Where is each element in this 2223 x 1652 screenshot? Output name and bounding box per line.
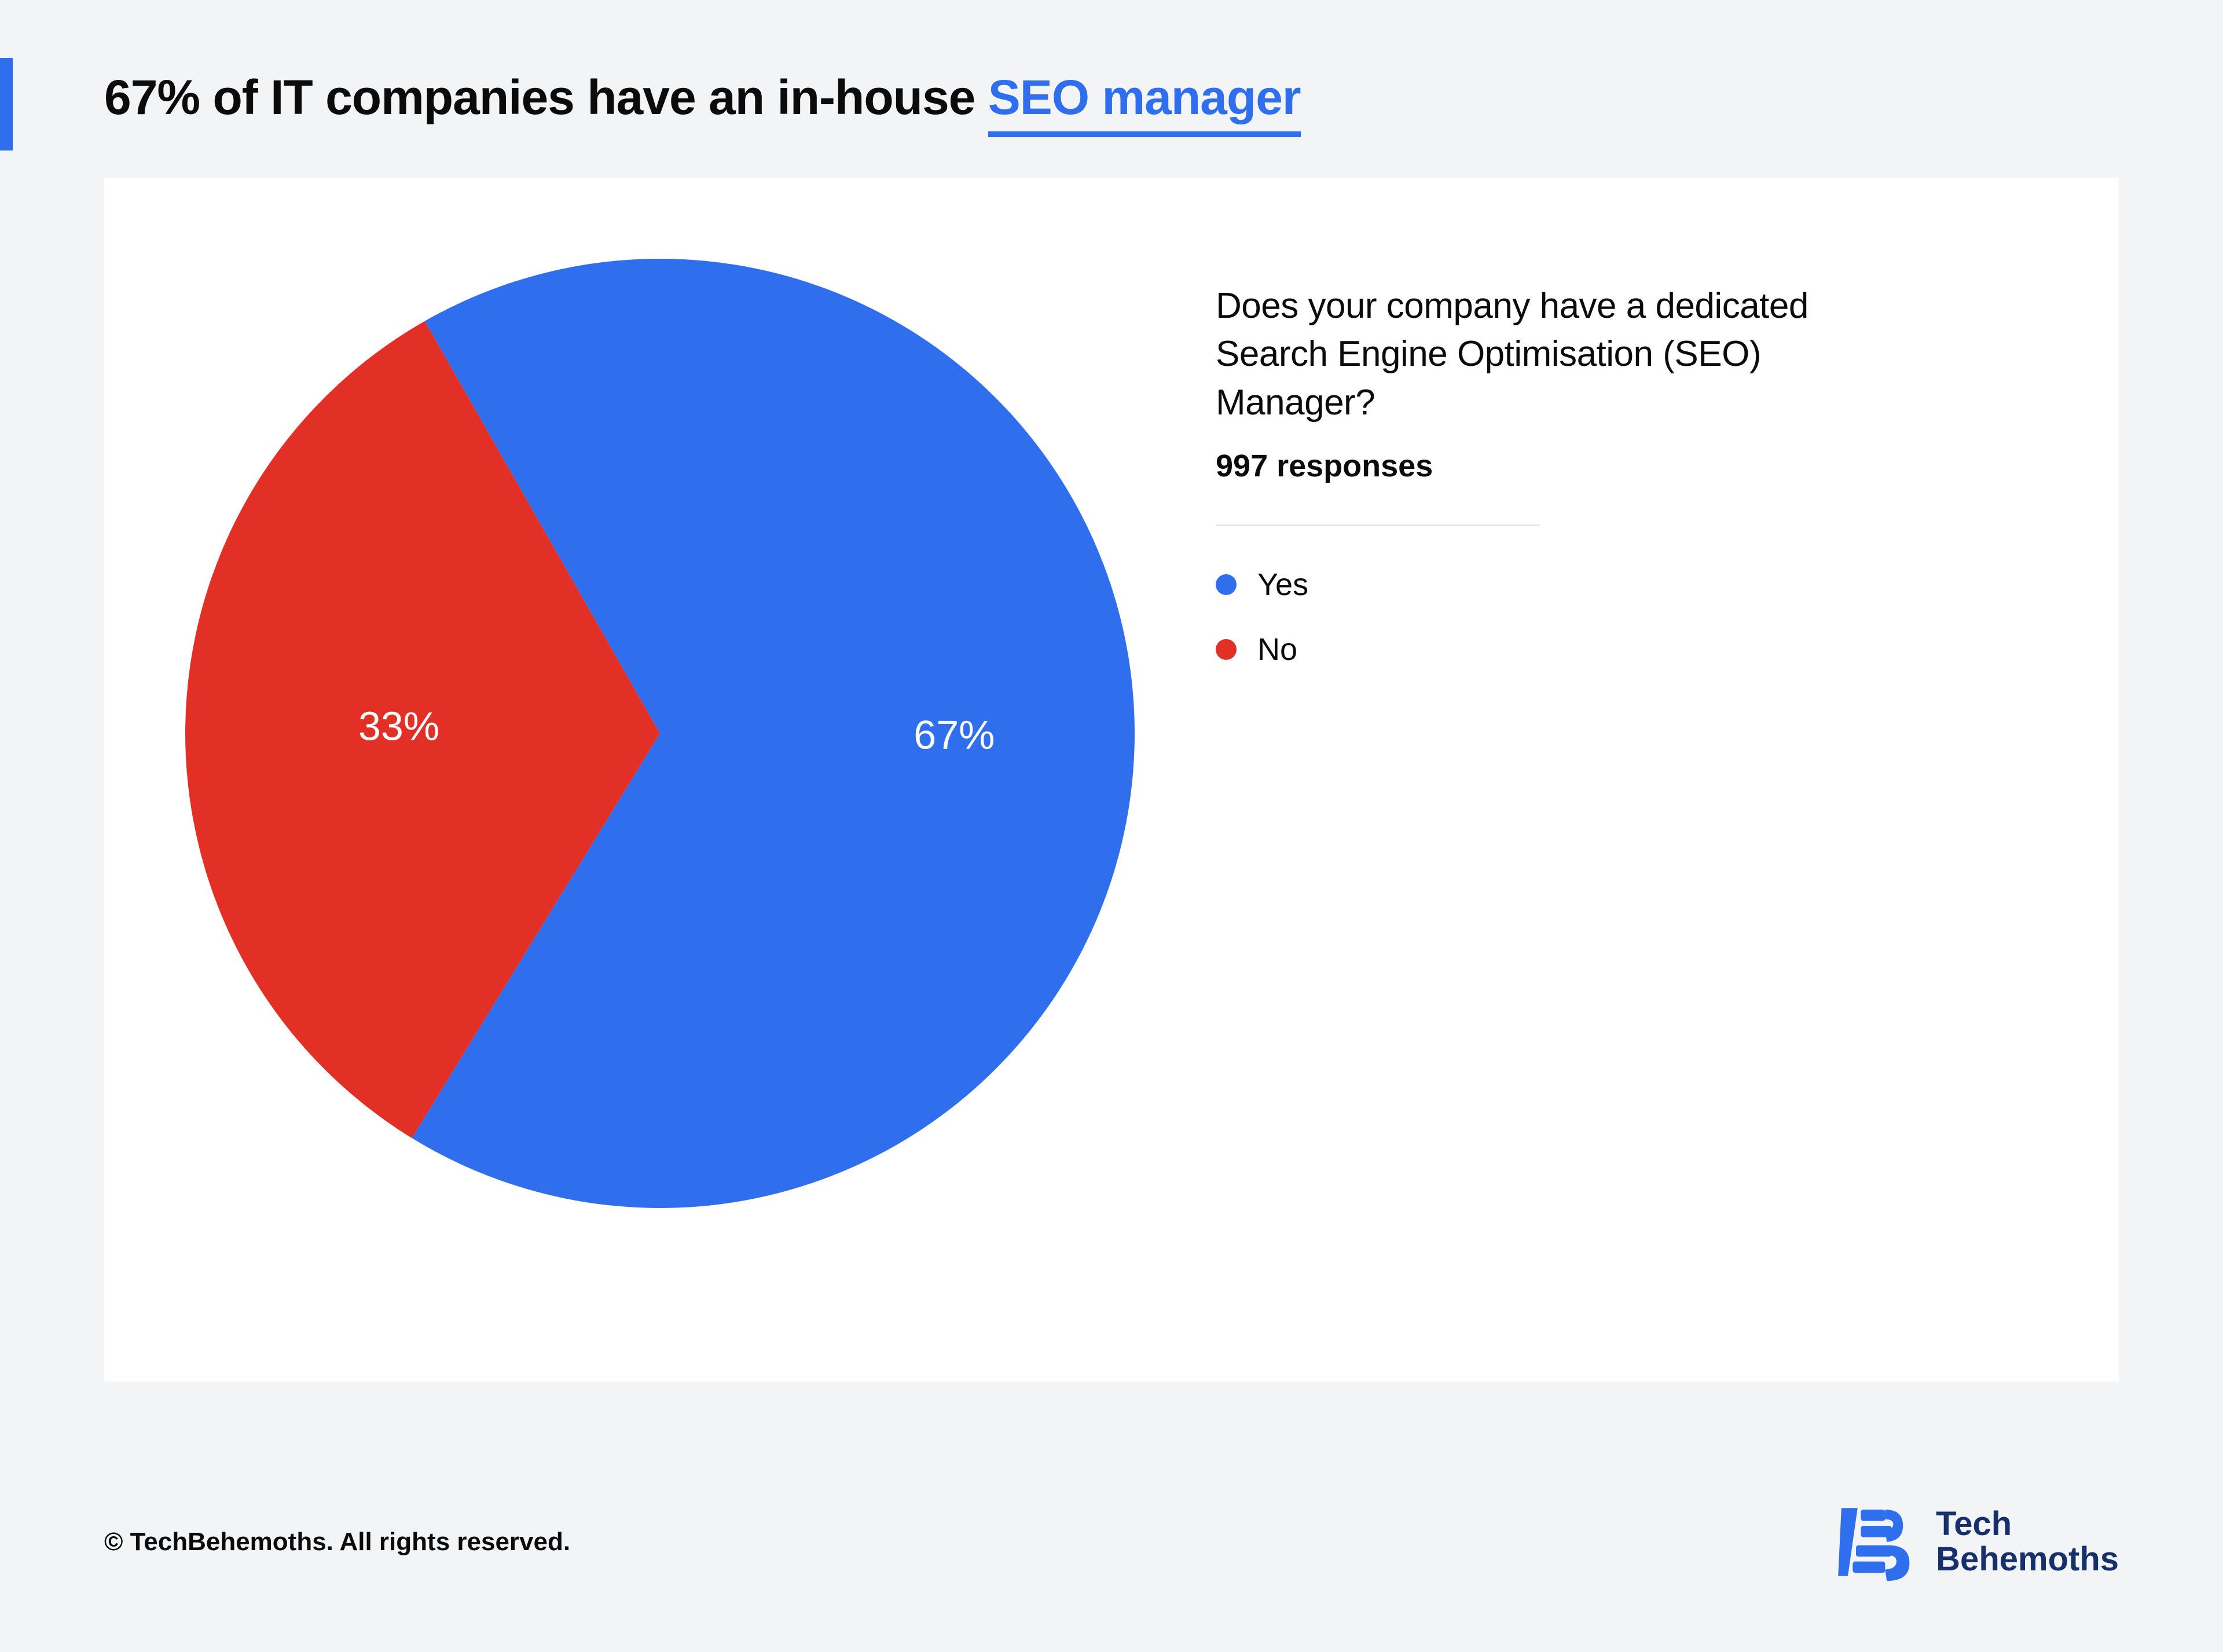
legend-swatch-no	[1216, 639, 1237, 660]
accent-bar	[0, 58, 13, 150]
chart-sidebar: Does your company have a dedicated Searc…	[1216, 247, 1910, 667]
infographic-page: 67% of IT companies have an in-house SEO…	[0, 0, 2223, 1652]
copyright: © TechBehemoths. All rights reserved.	[104, 1528, 570, 1556]
pie-label-no: 33%	[358, 703, 439, 748]
headline-prefix: 67% of IT companies have an in-house	[104, 70, 988, 124]
legend: Yes No	[1216, 567, 1910, 667]
legend-item-no: No	[1216, 632, 1910, 667]
footer: © TechBehemoths. All rights reserved. Te…	[104, 1502, 2119, 1583]
divider	[1216, 524, 1540, 526]
responses-count: 997 responses	[1216, 448, 1910, 484]
legend-swatch-yes	[1216, 574, 1237, 595]
brand-logo-icon	[1832, 1502, 1913, 1583]
survey-question: Does your company have a dedicated Searc…	[1216, 282, 1910, 427]
chart-card: 67% 33% Does your company have a dedicate…	[104, 178, 2119, 1382]
legend-label-no: No	[1257, 632, 1297, 667]
pie-chart: 67% 33%	[174, 247, 1146, 1220]
pie-svg: 67% 33%	[174, 247, 1146, 1220]
legend-label-yes: Yes	[1257, 567, 1308, 603]
brand-line1: Tech	[1936, 1507, 2119, 1542]
brand-name: Tech Behemoths	[1936, 1507, 2119, 1577]
pie-label-yes: 67%	[914, 712, 995, 757]
headline-highlight: SEO manager	[988, 69, 1301, 126]
headline: 67% of IT companies have an in-house SEO…	[104, 69, 2119, 126]
brand: Tech Behemoths	[1832, 1502, 2119, 1583]
brand-line2: Behemoths	[1936, 1542, 2119, 1577]
legend-item-yes: Yes	[1216, 567, 1910, 603]
